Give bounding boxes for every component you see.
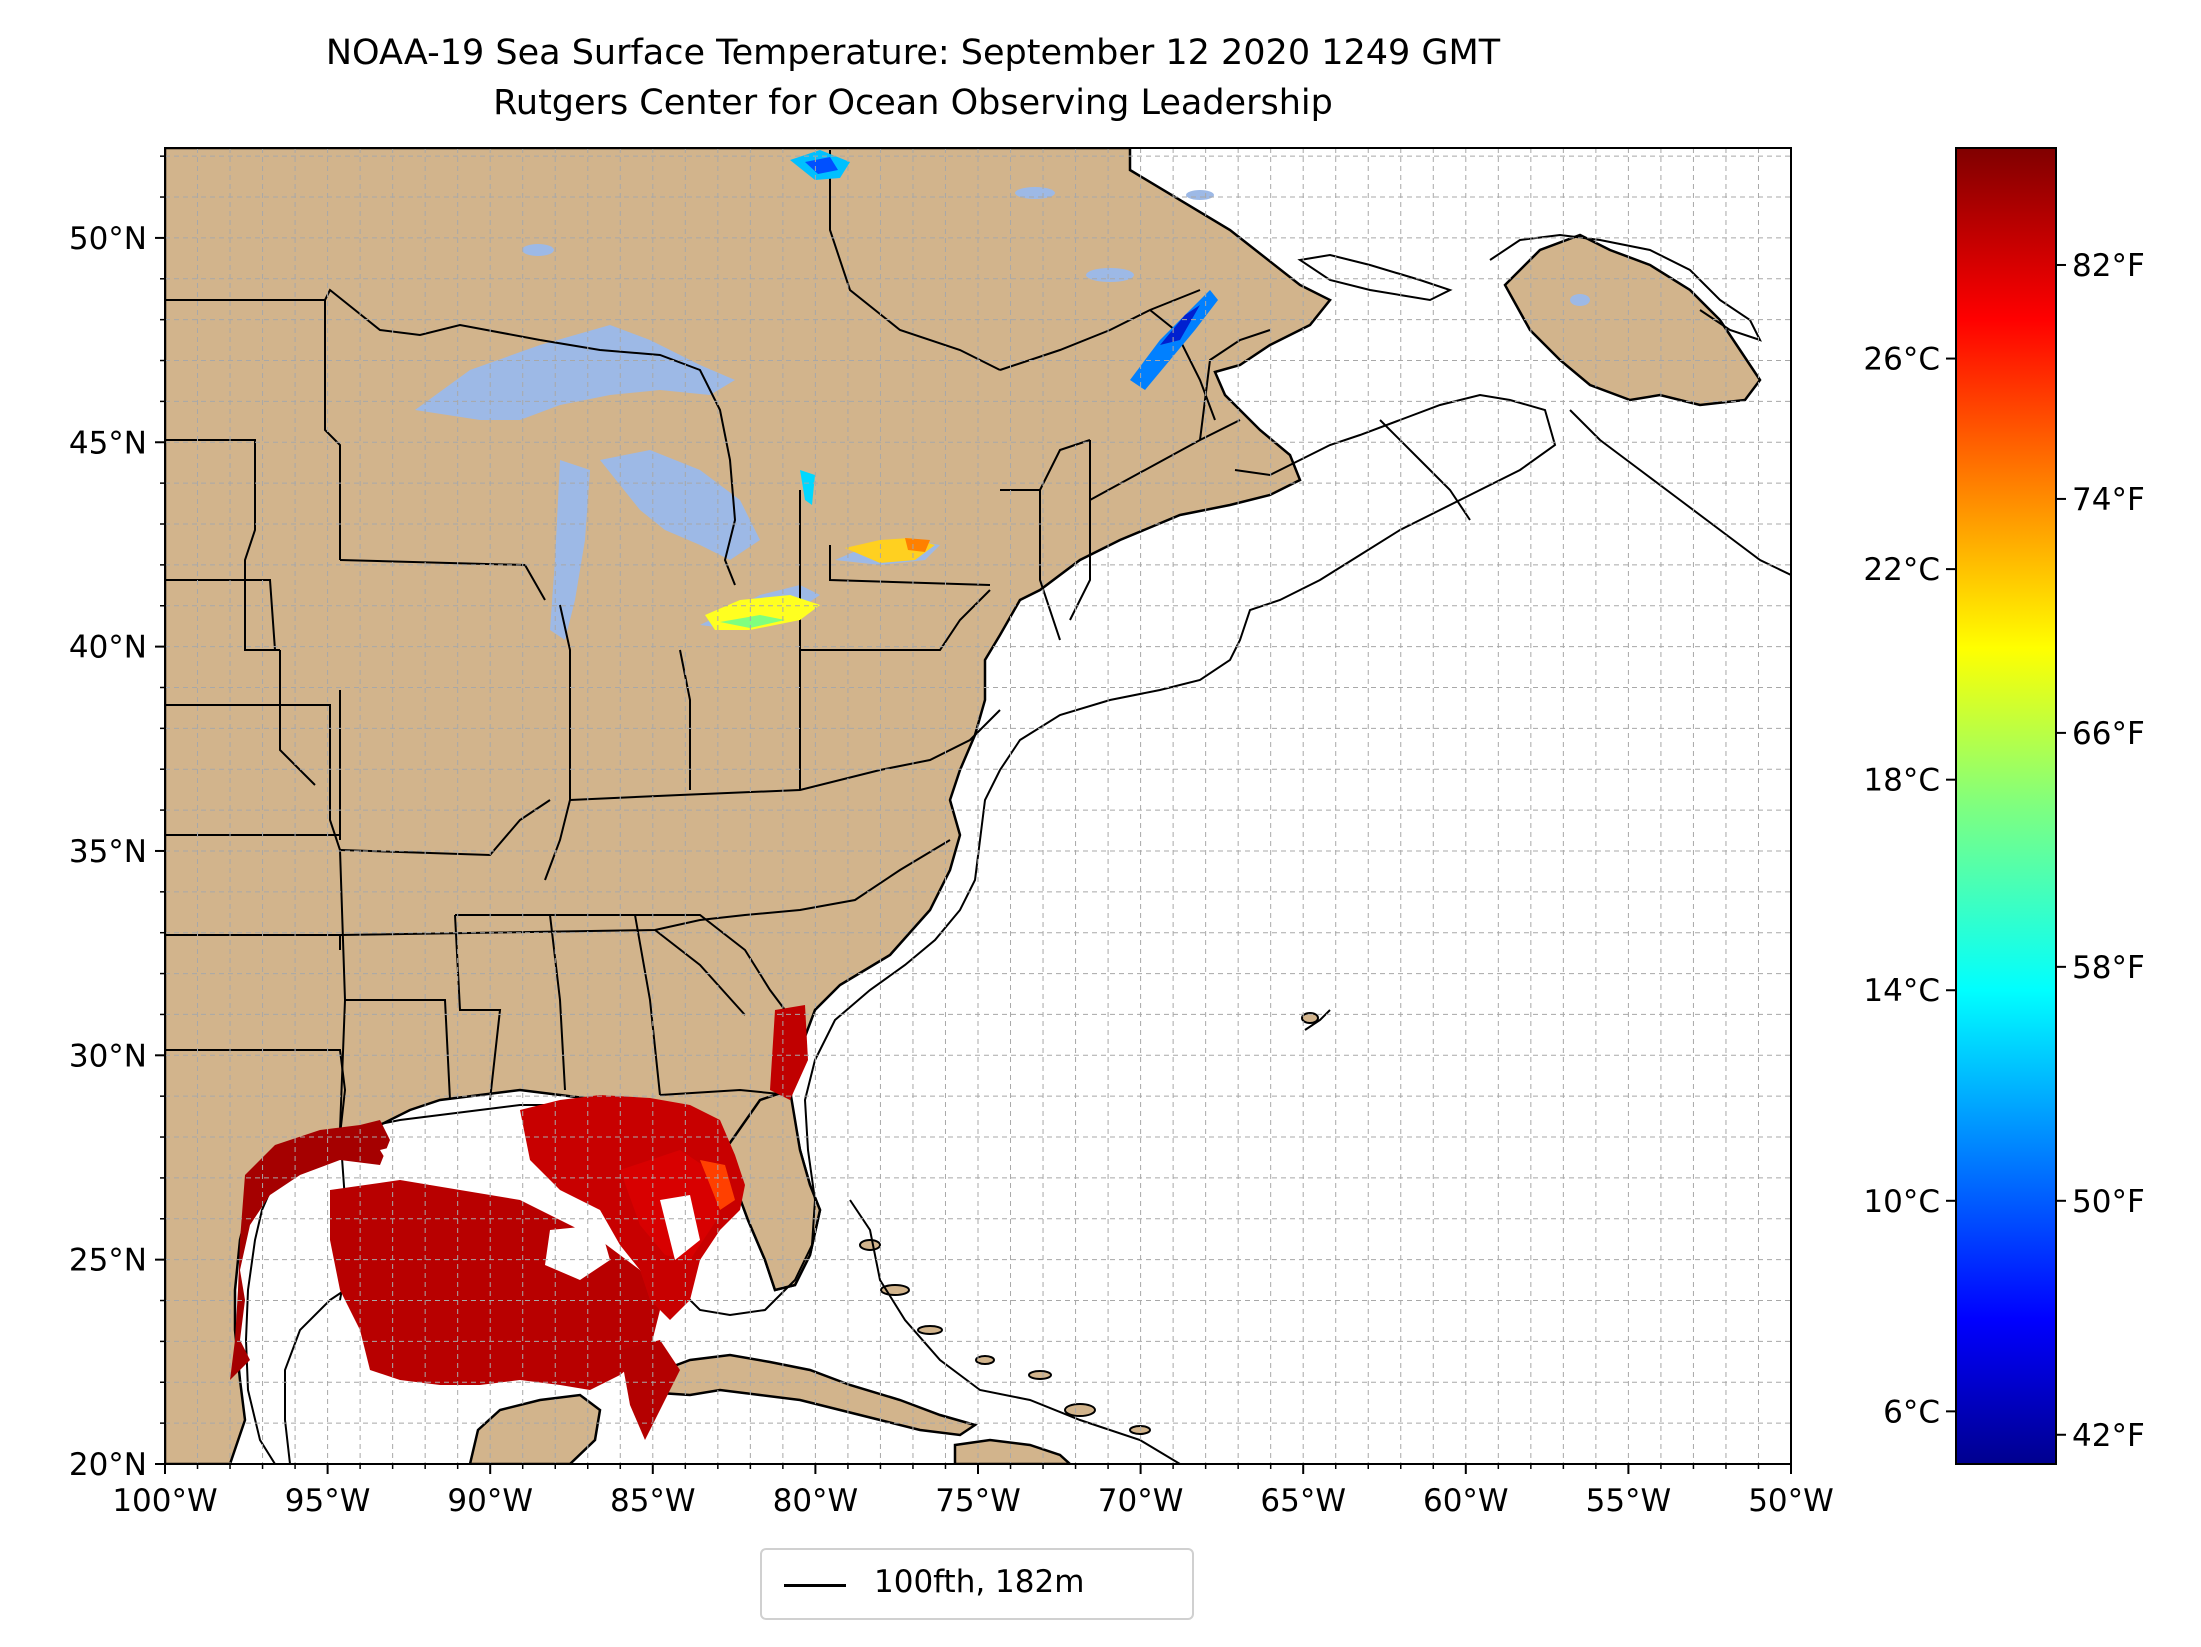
- colorbar-celsius-label: 18°C: [1863, 763, 1940, 799]
- colorbar-celsius-label: 14°C: [1863, 973, 1940, 1009]
- lon-tick-label: 70°W: [1098, 1483, 1184, 1519]
- lon-tick-label: 60°W: [1423, 1483, 1509, 1519]
- colorbar-fahrenheit-label: 82°F: [2072, 248, 2145, 284]
- land-yucatan: [468, 1393, 602, 1464]
- colorbar-celsius-label: 6°C: [1883, 1394, 1940, 1430]
- colorbar-fahrenheit-label: 42°F: [2072, 1418, 2145, 1454]
- lon-tick-label: 80°W: [773, 1483, 859, 1519]
- lat-tick-label: 45°N: [69, 425, 147, 461]
- colorbar-fahrenheit-axis: 42°F 50°F 58°F 66°F 74°F 82°F: [2056, 248, 2145, 1454]
- colorbar-celsius-axis: 6°C 10°C 14°C 18°C 22°C 26°C: [1863, 342, 1956, 1430]
- lon-tick-label: 90°W: [447, 1483, 533, 1519]
- land-cuba: [648, 1353, 978, 1437]
- lat-tick-label: 50°N: [69, 221, 147, 257]
- isobath-legend: 100fth, 182m: [760, 1548, 1194, 1620]
- land-hispaniola: [953, 1438, 1072, 1464]
- lat-tick-label: 40°N: [69, 630, 147, 666]
- colorbar-fahrenheit-label: 74°F: [2072, 482, 2145, 518]
- lon-tick-label: 100°W: [112, 1483, 217, 1519]
- isobath-100fth: [244, 233, 1791, 1464]
- colorbar-fahrenheit-label: 50°F: [2072, 1184, 2145, 1220]
- colorbar-celsius-label: 10°C: [1863, 1184, 1940, 1220]
- legend-line-swatch: [784, 1584, 846, 1587]
- land-bahamas: [859, 1012, 1319, 1435]
- lon-tick-label: 65°W: [1260, 1483, 1346, 1519]
- legend-label: 100fth, 182m: [874, 1564, 1085, 1600]
- colorbar-celsius-label: 26°C: [1863, 342, 1940, 378]
- colorbar-celsius-label: 22°C: [1863, 552, 1940, 588]
- lon-tick-label: 95°W: [285, 1483, 371, 1519]
- lon-tick-label: 50°W: [1748, 1483, 1834, 1519]
- map-title: NOAA-19 Sea Surface Temperature: Septemb…: [325, 33, 1501, 73]
- map-subtitle: Rutgers Center for Ocean Observing Leade…: [493, 83, 1333, 123]
- lon-tick-label: 75°W: [935, 1483, 1021, 1519]
- colorbar: [1955, 147, 2057, 1465]
- lon-axis: 100°W 95°W 90°W 85°W 80°W 75°W 70°W 65°W 60°W 55°…: [112, 1464, 1834, 1519]
- lat-tick-label: 30°N: [69, 1038, 147, 1074]
- colorbar-fahrenheit-label: 58°F: [2072, 950, 2145, 986]
- lon-tick-label: 55°W: [1586, 1483, 1672, 1519]
- map-gridlines: [165, 148, 1791, 1464]
- lat-tick-label: 20°N: [69, 1447, 147, 1483]
- lat-axis: 20°N 25°N 30°N 35°N 40°N 45°N 50°N: [69, 155, 165, 1483]
- colorbar-fahrenheit-label: 66°F: [2072, 716, 2145, 752]
- lat-tick-label: 25°N: [69, 1243, 147, 1279]
- lon-tick-label: 85°W: [610, 1483, 696, 1519]
- lat-tick-label: 35°N: [69, 834, 147, 870]
